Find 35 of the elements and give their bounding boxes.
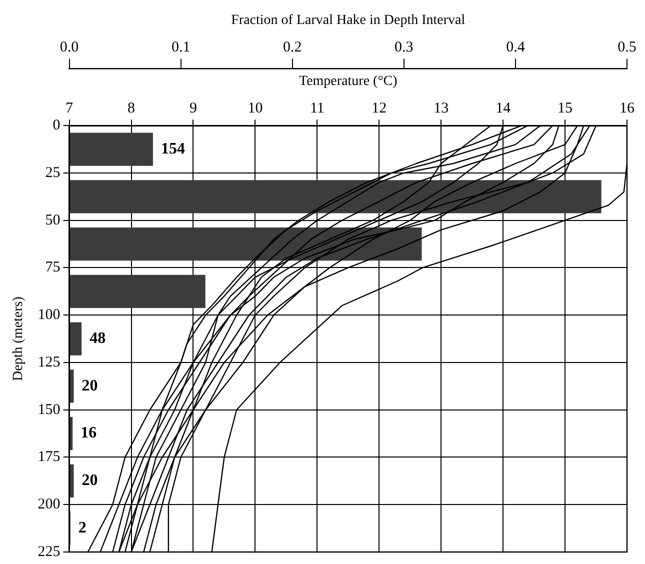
annotation: 48: [90, 330, 106, 347]
y-tick-label: 200: [38, 496, 60, 513]
y-tick-label: 125: [38, 354, 60, 370]
x-tick-label: 15: [558, 100, 573, 117]
annotation: 16: [80, 424, 97, 442]
annotation: 2: [78, 519, 86, 536]
x-tick-label: 13: [434, 100, 449, 117]
y-tick-label: 0: [52, 118, 60, 134]
x-tick-label: 9: [189, 100, 197, 117]
x2-tick-label: 0.3: [394, 40, 414, 56]
x-tick-label: 10: [248, 100, 263, 117]
annotation: 20: [82, 377, 98, 394]
x2-tick-label: 0.4: [506, 40, 526, 56]
annotation: 20: [82, 472, 98, 490]
y-tick-label: 100: [38, 307, 60, 324]
x-tick-label: 8: [128, 100, 136, 117]
x2-tick-label: 0.0: [60, 40, 79, 56]
x2-axis-title: Fraction of Larval Hake in Depth Interval: [231, 13, 466, 28]
annotation: 154: [160, 140, 185, 158]
x2-tick-label: 0.2: [283, 40, 302, 56]
y-tick-label: 25: [45, 164, 60, 181]
x-tick-label: 14: [496, 100, 512, 117]
y-tick-label: 175: [38, 449, 60, 466]
x-tick-label: 12: [372, 100, 387, 117]
x-axis-title: Temperature (°C): [299, 74, 398, 89]
y-tick-label: 50: [45, 212, 60, 228]
y-tick-label: 225: [38, 544, 60, 560]
y-axis-title: Depth (meters): [11, 296, 26, 381]
y-tick-label: 75: [45, 260, 60, 276]
x-tick-label: 11: [310, 100, 324, 117]
y-tick-label: 150: [38, 402, 60, 418]
x-tick-label: 7: [66, 100, 74, 117]
x2-tick-label: 0.5: [618, 40, 636, 56]
x2-tick-label: 0.1: [171, 40, 190, 56]
x-tick-label: 16: [620, 100, 635, 117]
